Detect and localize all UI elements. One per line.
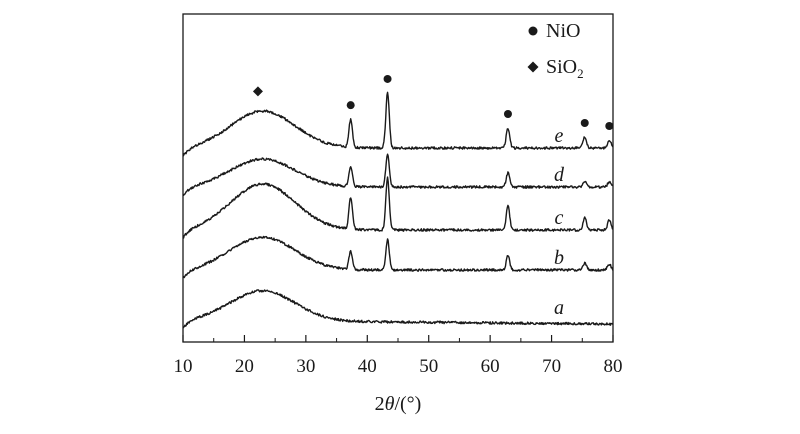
curve-label-a: a	[554, 297, 564, 319]
xrd-curve-c	[182, 176, 614, 239]
nio-marker-dot	[383, 74, 392, 83]
xrd-curve-a	[182, 289, 614, 329]
x-tick-label: 70	[542, 356, 561, 377]
x-tick-label: 50	[419, 356, 438, 377]
x-axis-title: 2θ/(°)	[375, 393, 422, 415]
nio-marker-dot	[580, 119, 589, 127]
curve-label-e: e	[554, 125, 563, 147]
curve-label-d: d	[554, 164, 565, 186]
x-axis-ticks: 10 20 30 40 50 60 70 80	[174, 335, 623, 377]
sio2-marker-diamond	[252, 86, 263, 97]
legend-marker-diamond	[527, 61, 539, 73]
xrd-curve-d	[182, 153, 614, 197]
nio-marker-dot	[503, 110, 512, 118]
x-tick-label: 60	[481, 356, 500, 377]
legend: NiO SiO2	[527, 20, 584, 81]
x-tick-label: 40	[358, 356, 377, 377]
xrd-curve-b	[182, 235, 614, 279]
xrd-curve-e	[182, 91, 614, 157]
legend-label: NiO	[546, 20, 580, 42]
nio-marker-dot	[346, 101, 355, 110]
phase-markers	[252, 74, 614, 130]
curve-label-b: b	[554, 247, 564, 269]
legend-label: SiO2	[546, 56, 584, 81]
nio-marker-dot	[605, 122, 614, 130]
x-tick-label: 20	[235, 356, 254, 377]
x-tick-label: 80	[604, 356, 623, 377]
curve-label-c: c	[554, 207, 563, 229]
x-tick-label: 10	[174, 356, 193, 377]
x-tick-label: 30	[296, 356, 315, 377]
legend-marker-circle	[528, 26, 538, 36]
